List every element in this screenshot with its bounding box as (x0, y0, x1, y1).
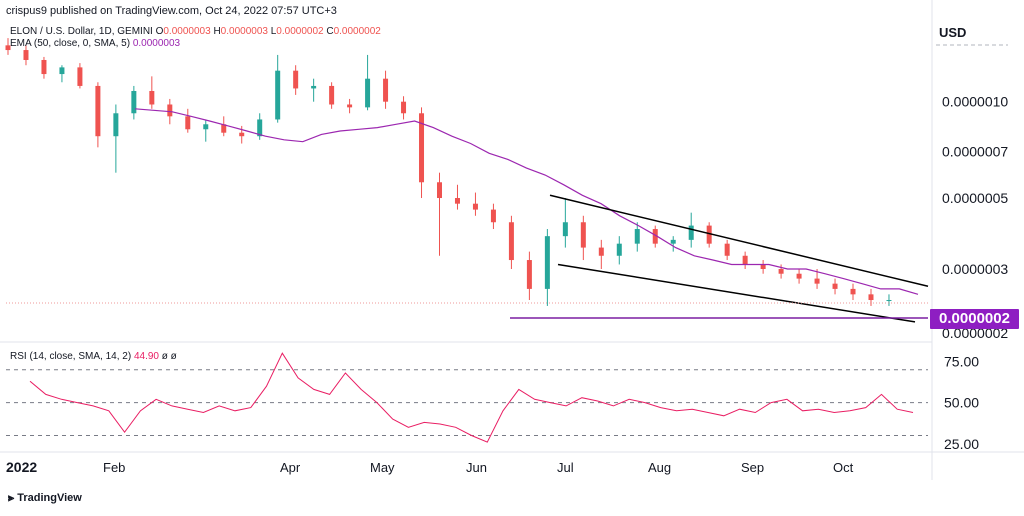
rsi-legend[interactable]: RSI (14, close, SMA, 14, 2) 44.90 ø ø (10, 351, 177, 362)
publisher-line: crispus9 published on TradingView.com, O… (6, 5, 337, 17)
candle-body (634, 229, 640, 244)
candle-body (832, 283, 838, 289)
candle-body (760, 264, 766, 270)
price-tick-label: 0.0000003 (942, 261, 1008, 277)
candle-body (616, 243, 622, 256)
candle-body (688, 225, 694, 240)
candle-body (167, 104, 173, 117)
candle-body (113, 113, 119, 137)
time-tick-label: Feb (103, 460, 125, 475)
high-value: 0.0000003 (220, 26, 268, 37)
high-label: H (213, 26, 221, 37)
time-tick-label: Jul (557, 460, 574, 475)
candle-body (257, 119, 263, 137)
close-label: C (326, 26, 334, 37)
time-tick-label: Apr (280, 460, 301, 475)
candle-body (221, 124, 227, 133)
candle-body (59, 67, 65, 75)
candle-body (149, 90, 155, 105)
candle-body (742, 255, 748, 265)
tradingview-brand-label: TradingView (17, 492, 82, 504)
candle-body (41, 59, 47, 75)
candle-body (419, 113, 425, 183)
candle-body (850, 288, 856, 295)
time-tick-label: Oct (833, 460, 854, 475)
open-label: O (155, 26, 164, 37)
candle-body (886, 300, 892, 302)
time-tick-label: May (370, 460, 395, 475)
candle-body (706, 225, 712, 244)
candle-body (526, 260, 532, 289)
candle-body (508, 222, 514, 261)
time-tick-label: Jun (466, 460, 487, 475)
candle-body (814, 278, 820, 284)
rsi-line (29, 352, 914, 443)
symbol-label: ELON / U.S. Dollar, 1D, GEMINI (10, 26, 153, 37)
candle-body (203, 124, 209, 130)
candle-body (239, 132, 245, 137)
candle-body (347, 104, 353, 108)
close-value: 0.0000002 (333, 26, 381, 37)
candle-body (562, 222, 568, 237)
candle-body (23, 50, 29, 60)
rsi-value: 44.90 (133, 351, 159, 362)
candle-body (490, 209, 496, 223)
price-tick-label: 0.0000005 (942, 190, 1008, 206)
time-tick-label: 2022 (6, 459, 37, 475)
candle-body (311, 85, 317, 89)
upper-trendline (549, 194, 929, 287)
tradingview-logo-icon: ⫸ (8, 492, 18, 504)
candle-body (724, 243, 730, 256)
candle-body (868, 294, 874, 301)
candle-body (472, 203, 478, 210)
price-tick-label: 0.0000007 (942, 143, 1008, 159)
time-tick-label: Aug (648, 460, 671, 475)
ema-line (134, 108, 919, 295)
rsi-label: RSI (14, close, SMA, 14, 2) (10, 351, 132, 362)
rsi-tick-label: 50.00 (944, 395, 979, 411)
candle-body (131, 90, 137, 114)
ema-legend[interactable]: EMA (50, close, 0, SMA, 5) 0.0000003 (10, 38, 180, 49)
candle-body (383, 78, 389, 102)
candle-body (275, 70, 281, 120)
candle-body (365, 78, 371, 108)
candle-body (401, 101, 407, 114)
open-value: 0.0000003 (163, 26, 211, 37)
low-value: 0.0000002 (276, 26, 324, 37)
lower-trendline (557, 263, 916, 323)
low-label: L (270, 26, 277, 37)
tradingview-brand[interactable]: ⫸ TradingView (8, 492, 82, 505)
price-tick-label: 0.0000010 (942, 94, 1008, 110)
candle-body (436, 182, 442, 199)
candle-body (77, 67, 83, 86)
candle-body (778, 269, 784, 274)
time-tick-label: Sep (741, 460, 764, 475)
candle-body (652, 229, 658, 244)
candle-body (185, 116, 191, 130)
candle-body (5, 45, 11, 51)
symbol-legend: ELON / U.S. Dollar, 1D, GEMINI O0.000000… (10, 26, 381, 37)
candle-body (796, 273, 802, 279)
candle-body (580, 222, 586, 248)
current-price-badge: 0.0000002 (930, 309, 1019, 329)
candle-body (670, 239, 676, 244)
candle-body (598, 247, 604, 256)
candle-body (95, 85, 101, 137)
rsi-tick-label: 75.00 (944, 353, 979, 369)
candle-body (329, 85, 335, 105)
rsi-tick-label: 25.00 (944, 436, 979, 452)
candle-body (454, 198, 460, 204)
ema-value: 0.0000003 (132, 38, 181, 49)
price-tick-label: 0.0000002 (942, 325, 1008, 341)
candle-body (293, 70, 299, 89)
candle-body (544, 236, 550, 289)
currency-label[interactable]: USD (939, 25, 967, 40)
rsi-extra: ø ø (161, 351, 177, 362)
ema-label: EMA (50, close, 0, SMA, 5) (10, 38, 131, 49)
